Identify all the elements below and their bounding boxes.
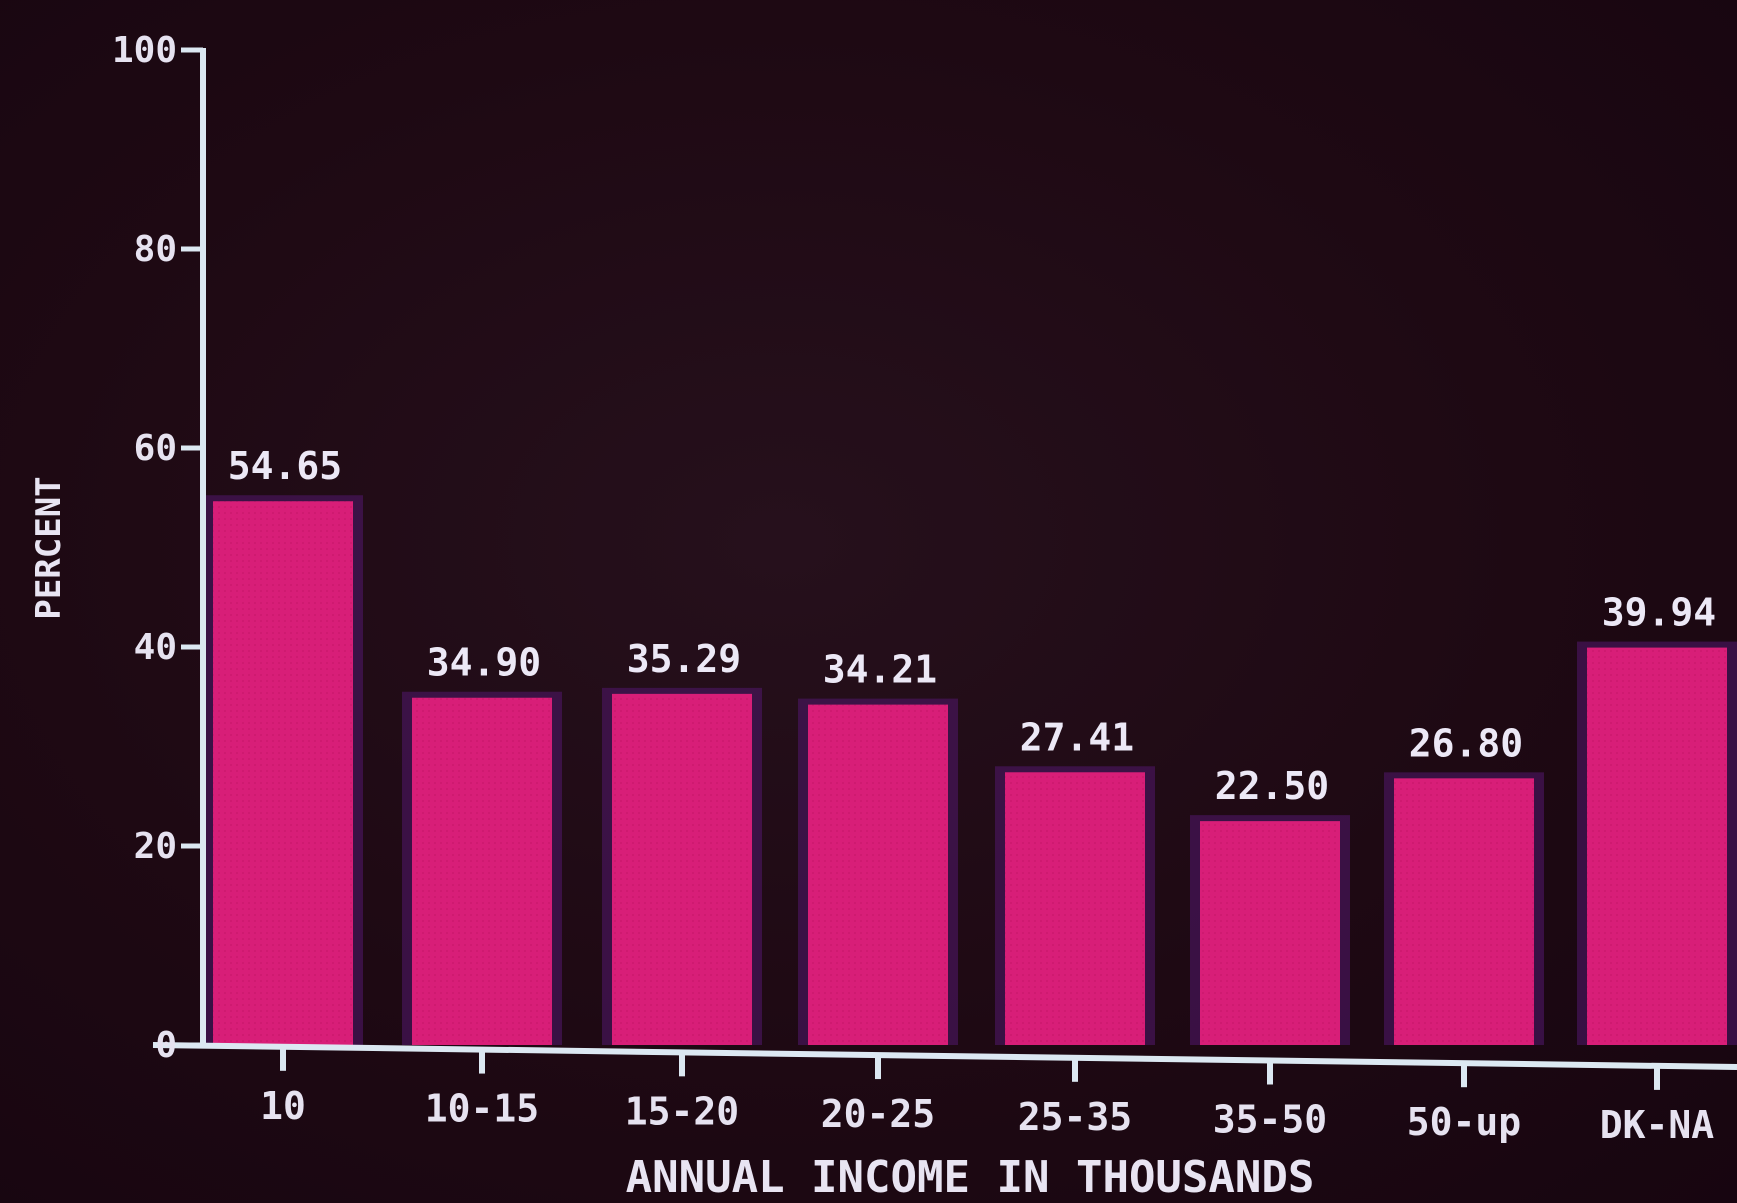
value-label: 27.41 bbox=[1020, 715, 1134, 759]
y-tick-label: 60 bbox=[134, 428, 177, 469]
value-label: 54.65 bbox=[228, 444, 342, 488]
x-tick-label: 50-up bbox=[1407, 1100, 1521, 1144]
x-tick-label: 35-50 bbox=[1213, 1098, 1327, 1142]
bar-20-25 bbox=[808, 704, 948, 1045]
x-tick-label: 25-35 bbox=[1018, 1095, 1132, 1139]
y-tick-label: 80 bbox=[134, 229, 177, 270]
bar-dk-na bbox=[1587, 647, 1727, 1045]
value-label: 26.80 bbox=[1409, 721, 1523, 765]
x-axis-title: ANNUAL INCOME IN THOUSANDS bbox=[626, 1152, 1315, 1203]
value-label: 35.29 bbox=[627, 637, 741, 681]
bar-10-15 bbox=[412, 697, 552, 1045]
value-label: 39.94 bbox=[1602, 591, 1716, 635]
y-tick-label: 40 bbox=[134, 627, 177, 668]
x-tick-label: DK-NA bbox=[1600, 1103, 1715, 1147]
labels-layer: 54.65 34.90 35.29 34.21 27.41 22.50 26.80 39.94… bbox=[112, 30, 1716, 1147]
y-axis-title: PERCENT bbox=[29, 476, 69, 619]
value-label: 22.50 bbox=[1215, 764, 1329, 808]
y-tick-label: 0 bbox=[155, 1025, 177, 1066]
value-label: 34.21 bbox=[823, 648, 937, 692]
bar-50-up bbox=[1394, 778, 1534, 1045]
y-tick-label: 20 bbox=[134, 826, 177, 867]
x-tick-label: 15-20 bbox=[625, 1089, 739, 1133]
y-tick-label: 100 bbox=[112, 30, 177, 71]
bar-35-50 bbox=[1200, 821, 1340, 1045]
x-tick-label: 20-25 bbox=[821, 1092, 935, 1136]
x-axis-line bbox=[152, 1042, 1737, 1070]
bar-15-20 bbox=[612, 693, 752, 1045]
value-label: 34.90 bbox=[427, 641, 541, 685]
axes-layer bbox=[152, 47, 1737, 1090]
bars-layer bbox=[203, 495, 1737, 1045]
bar-25-35 bbox=[1005, 772, 1145, 1045]
x-tick-label: 10 bbox=[260, 1084, 306, 1128]
bar-10 bbox=[213, 501, 353, 1045]
x-tick-label: 10-15 bbox=[425, 1087, 539, 1131]
